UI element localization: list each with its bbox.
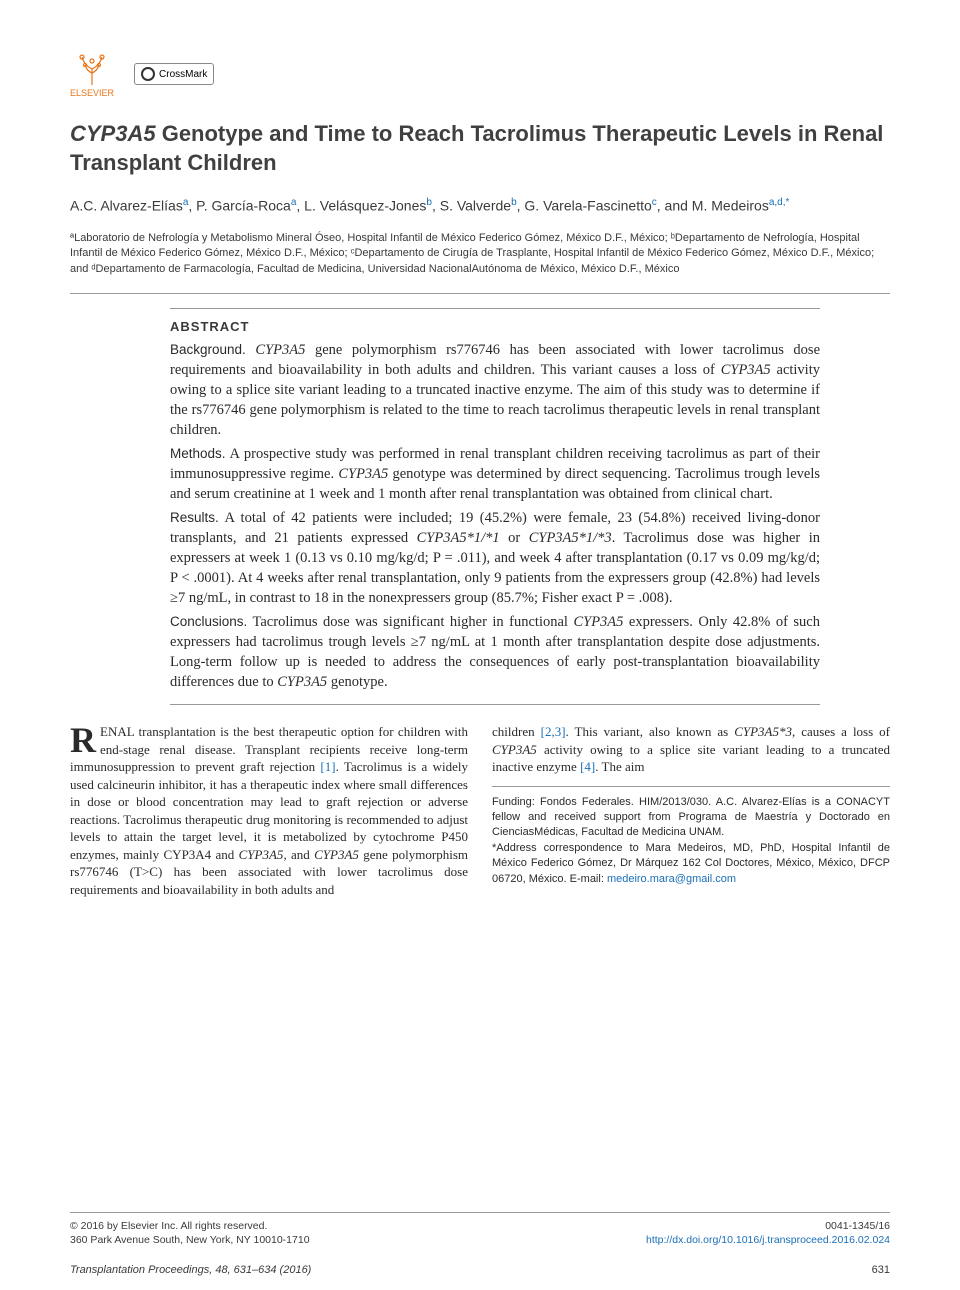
footer-left: © 2016 by Elsevier Inc. All rights reser…: [70, 1219, 310, 1248]
abstract-background: Background. CYP3A5 gene polymorphism rs7…: [170, 340, 820, 440]
doi-link[interactable]: http://dx.doi.org/10.1016/j.transproceed…: [646, 1234, 890, 1246]
author-list: A.C. Alvarez-Elíasa, P. García-Rocaa, L.…: [70, 195, 890, 217]
bg-text: CYP3A5 gene polymorphism rs776746 has be…: [170, 342, 820, 438]
abstract-rule-top: [170, 308, 820, 309]
corresp-email-link[interactable]: medeiro.mara@gmail.com: [607, 873, 736, 885]
abstract-heading: ABSTRACT: [170, 319, 820, 334]
abstract-conclusions: Conclusions. Tacrolimus dose was signifi…: [170, 612, 820, 692]
elsevier-tree-icon: [73, 50, 111, 88]
abstract-methods: Methods. A prospective study was perform…: [170, 444, 820, 504]
results-label: Results.: [170, 510, 219, 525]
elsevier-label: ELSEVIER: [70, 88, 114, 98]
copyright-line: © 2016 by Elsevier Inc. All rights reser…: [70, 1219, 310, 1234]
publisher-address: 360 Park Avenue South, New York, NY 1001…: [70, 1233, 310, 1248]
header-logos: ELSEVIER CrossMark: [70, 50, 890, 98]
methods-label: Methods.: [170, 446, 226, 461]
journal-citation: Transplantation Proceedings, 48, 631–634…: [70, 1264, 311, 1276]
crossmark-icon: [141, 67, 155, 81]
abstract-results: Results. A total of 42 patients were inc…: [170, 508, 820, 608]
corresp-text: *Address correspondence to Mara Medeiros…: [492, 841, 890, 887]
results-text: A total of 42 patients were included; 19…: [170, 510, 820, 606]
bg-label: Background.: [170, 342, 246, 357]
footer-right: 0041-1345/16 http://dx.doi.org/10.1016/j…: [646, 1219, 890, 1248]
body-col-right: children [2,3]. This variant, also known…: [492, 723, 890, 898]
title-gene: CYP3A5: [70, 121, 156, 146]
crossmark-badge[interactable]: CrossMark: [134, 63, 214, 85]
page-number: 631: [872, 1264, 890, 1276]
article-title: CYP3A5 Genotype and Time to Reach Tacrol…: [70, 120, 890, 177]
elsevier-logo[interactable]: ELSEVIER: [70, 50, 114, 98]
title-rest: Genotype and Time to Reach Tacrolimus Th…: [70, 121, 883, 175]
body-col-left: RENAL transplantation is the best therap…: [70, 723, 468, 898]
abstract-rule-bot: [170, 704, 820, 705]
funding-text: Funding: Fondos Federales. HIM/2013/030.…: [492, 795, 890, 841]
funding-box: Funding: Fondos Federales. HIM/2013/030.…: [492, 786, 890, 887]
abstract-block: ABSTRACT Background. CYP3A5 gene polymor…: [170, 308, 820, 705]
intro-para: RENAL transplantation is the best therap…: [70, 723, 468, 898]
intro-para-cont: children [2,3]. This variant, also known…: [492, 723, 890, 776]
issn-line: 0041-1345/16: [646, 1219, 890, 1234]
concl-label: Conclusions.: [170, 614, 247, 629]
body-columns: RENAL transplantation is the best therap…: [70, 723, 890, 898]
methods-text: A prospective study was performed in ren…: [170, 446, 820, 502]
crossmark-label: CrossMark: [159, 69, 207, 80]
affiliations: ªLaboratorio de Nefrología y Metabolismo…: [70, 231, 890, 294]
concl-text: Tacrolimus dose was significant higher i…: [170, 614, 820, 690]
journal-citation-line: Transplantation Proceedings, 48, 631–634…: [70, 1264, 890, 1276]
page-footer: © 2016 by Elsevier Inc. All rights reser…: [70, 1212, 890, 1248]
